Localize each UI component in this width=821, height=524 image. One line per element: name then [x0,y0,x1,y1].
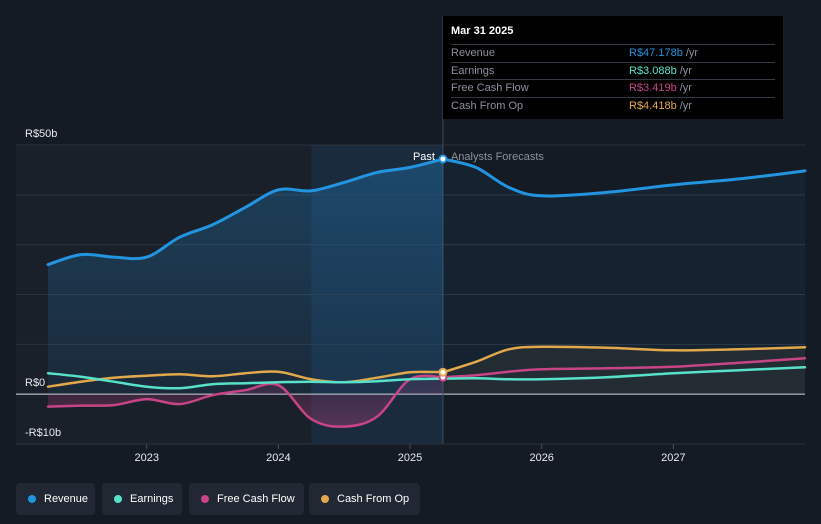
free-cash-flow-line-forecast [441,357,807,379]
y-axis-label: R$50b [25,128,57,140]
tooltip-value-number: R$3.088b [629,64,677,77]
y-axis-label: -R$10b [25,427,61,439]
free-cash-flow-line-past [46,374,445,428]
revenue-dot-icon [28,495,36,503]
tooltip-value: R$4.418b/yr [629,98,692,115]
tooltip-value-number: R$47.178b [629,47,683,59]
revenue-line-past [46,157,445,267]
x-axis-label: 2025 [398,452,422,464]
tooltip-date: Mar 31 2025 [451,25,514,37]
cash-from-op-line-forecast [441,345,807,374]
forecast-label: Analysts Forecasts [451,151,544,163]
tooltip-unit: /yr [679,64,692,77]
tooltip-row-earnings: Earnings R$3.088b/yr [451,61,775,80]
tooltip-row-revenue: Revenue R$47.178b/yr [451,44,775,62]
tooltip-row-free-cash-flow: Free Cash Flow R$3.419b/yr [451,79,775,97]
legend-label: Revenue [44,493,89,505]
tooltip-value-number: R$4.418b [629,99,677,112]
tooltip-unit: /yr [685,47,699,59]
earnings-line-forecast [441,366,807,381]
earnings-dot-icon [114,495,122,503]
revenue-area [48,159,443,395]
x-axis-label: 2023 [134,452,158,464]
legend-item-revenue[interactable]: Revenue [16,483,95,515]
free-cash-flow-area [48,375,443,427]
tooltip-unit: /yr [679,99,692,112]
tooltip-value-number: R$3.419b [629,82,677,94]
cash-from-op-line-past [46,370,445,388]
tooltip-value: R$3.088b/yr [629,63,692,80]
tooltip-label: Earnings [451,64,495,77]
legend-item-cash-from-op[interactable]: Cash From Op [309,483,420,515]
legend-label: Free Cash Flow [217,493,295,505]
legend-label: Cash From Op [337,493,410,505]
cash-from-op-dot-icon [321,495,329,503]
legend-item-earnings[interactable]: Earnings [102,483,182,515]
tooltip-label: Free Cash Flow [451,82,529,94]
cash-from-op-forecast-area [443,346,805,395]
revenue-line-forecast [441,157,807,198]
tooltip-unit: /yr [679,82,692,94]
revenue-forecast-area [443,159,805,395]
legend-label: Earnings [130,493,174,505]
x-axis-label: 2027 [661,452,685,464]
tooltip-value: R$47.178b/yr [629,45,698,62]
free-cash-flow-dot-icon [201,495,209,503]
tooltip-label: Revenue [451,47,496,59]
cash-from-op-marker [438,367,448,377]
legend-item-free-cash-flow[interactable]: Free Cash Flow [189,483,304,515]
tooltip-row-cash-from-op: Cash From Op R$4.418b/yr [451,96,775,115]
y-axis-label: R$0 [25,377,45,389]
tooltip-label: Cash From Op [451,99,524,112]
x-axis-label: 2024 [266,452,290,464]
revenue-marker [438,154,448,164]
earnings-line-past [46,371,445,390]
tooltip-value: R$3.419b/yr [629,80,692,97]
past-label: Past [413,151,435,163]
tooltip: Mar 31 2025 Revenue R$47.178b/yr Earning… [443,16,783,119]
x-axis-label: 2026 [529,452,553,464]
